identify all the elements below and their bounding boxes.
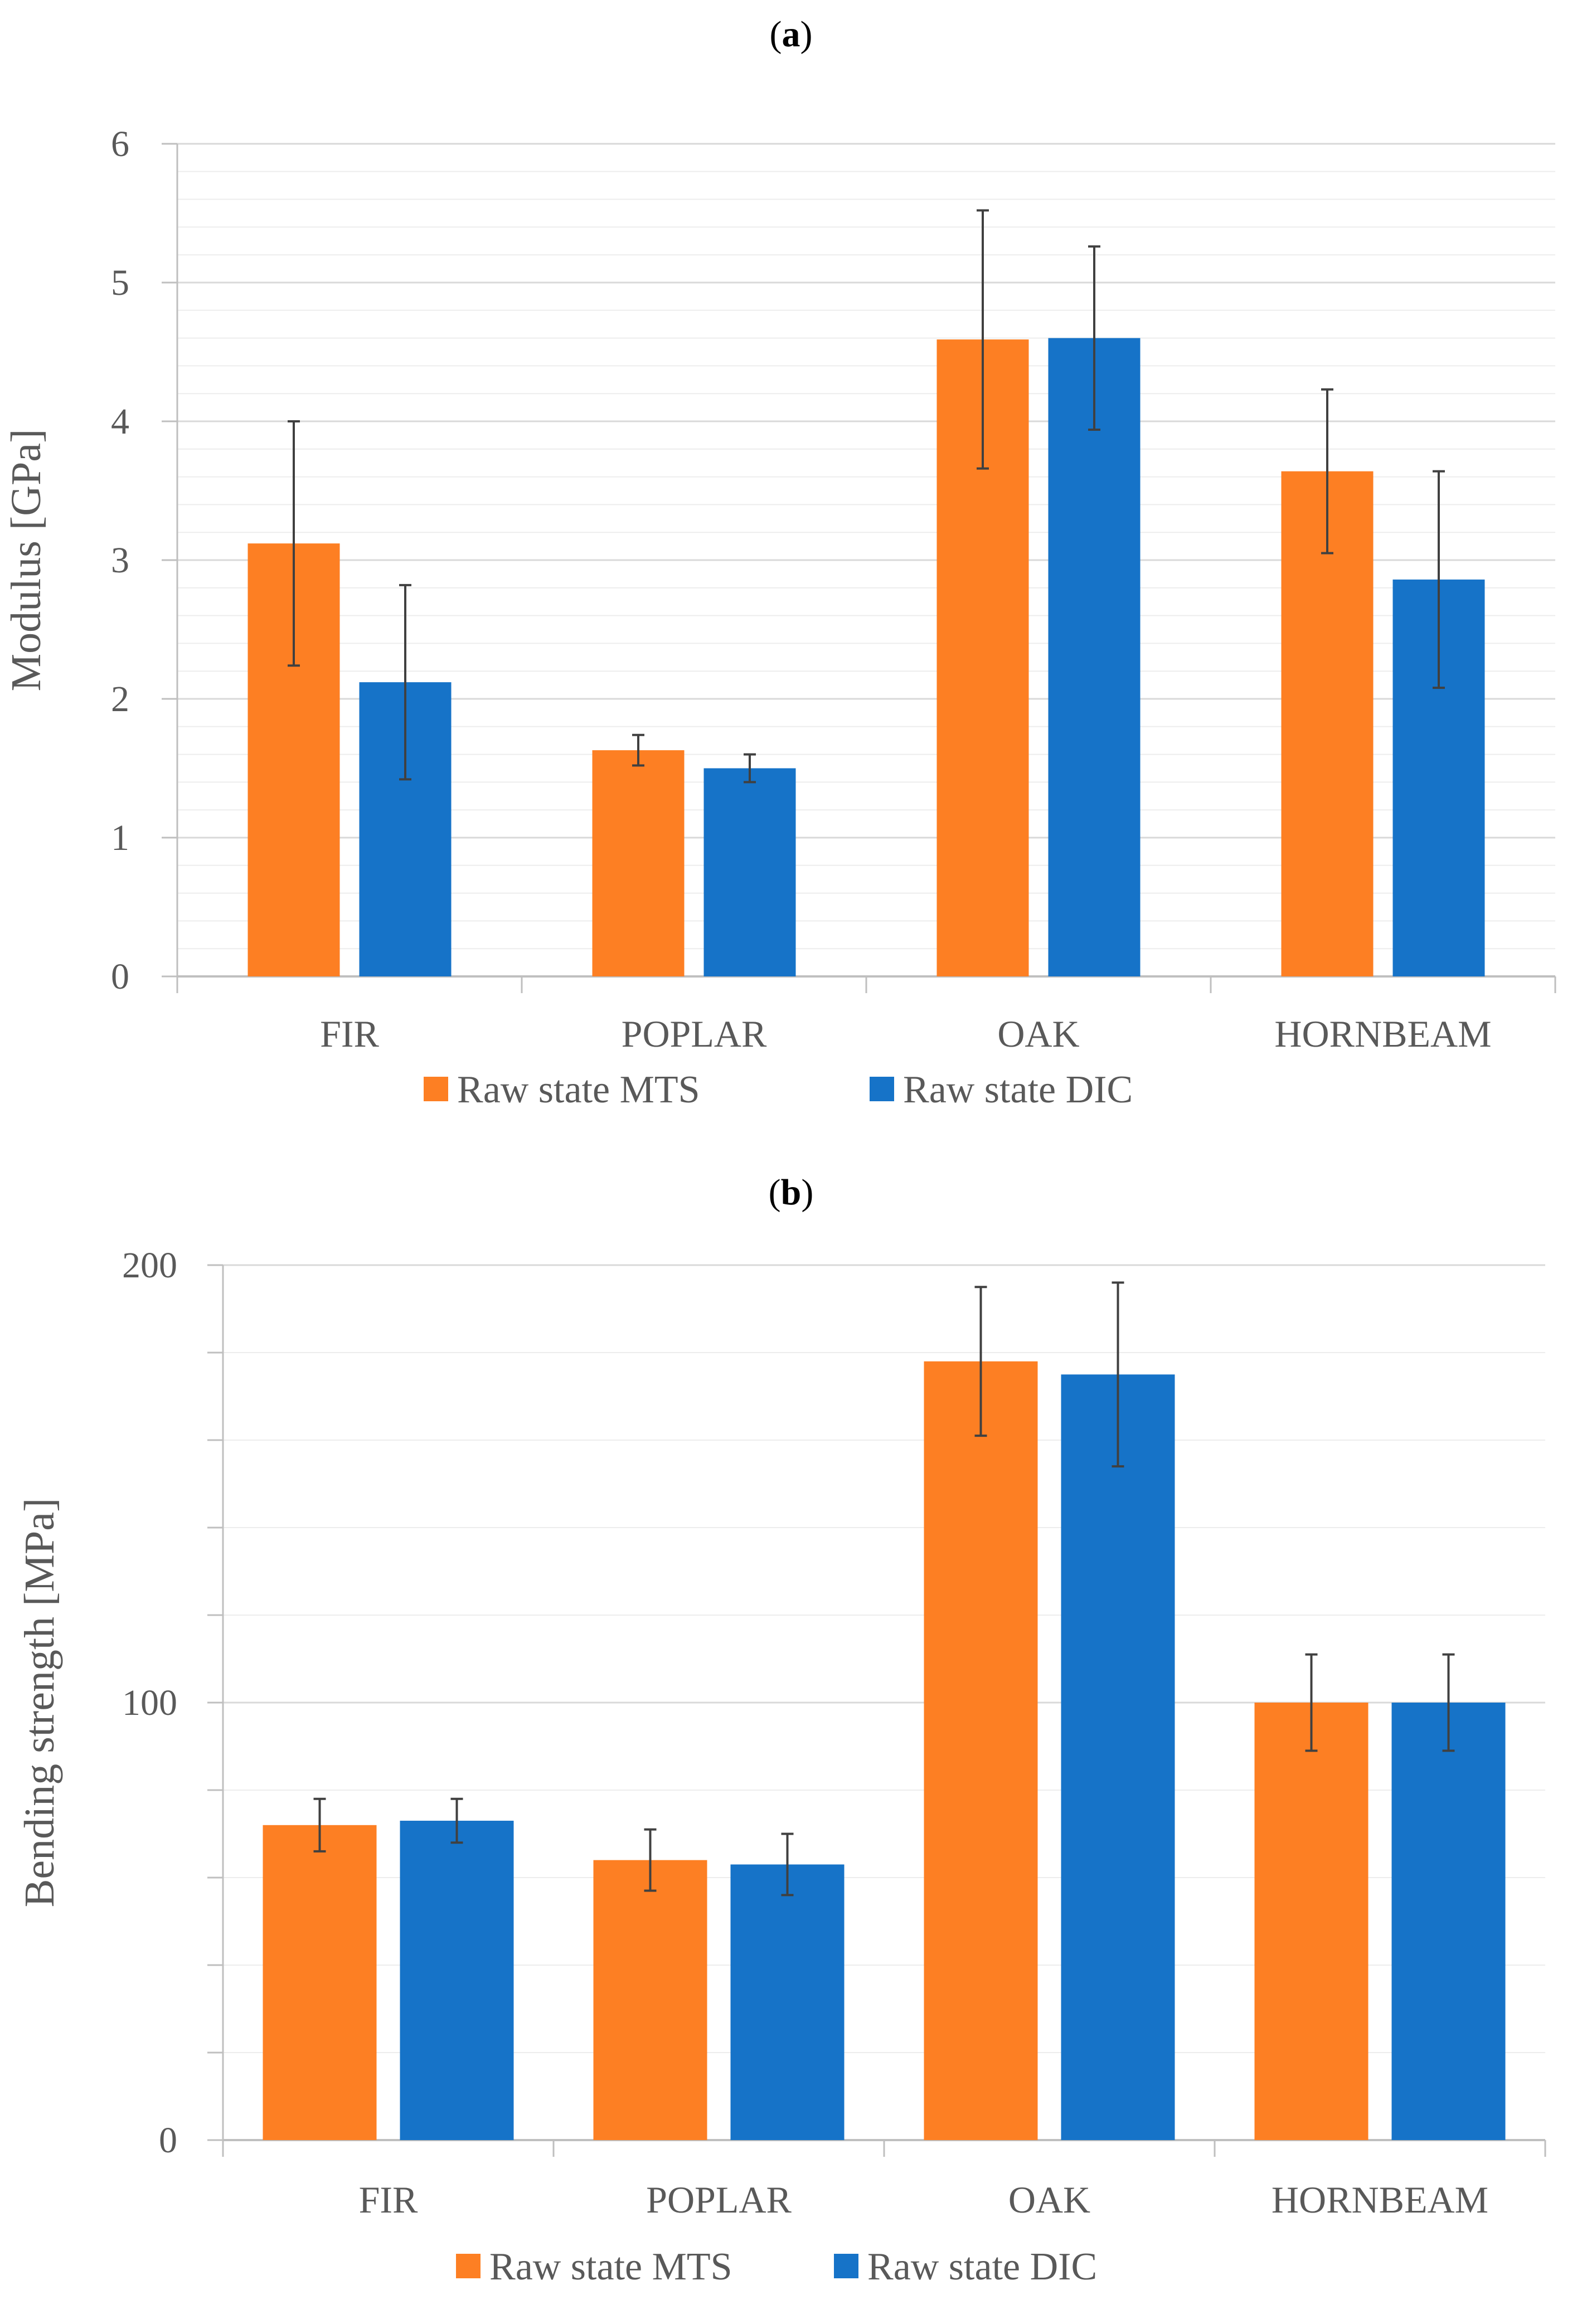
panel-label-a: (a)	[0, 13, 1582, 56]
x-category-label: POPLAR	[622, 1013, 767, 1055]
y-tick-label: 3	[111, 540, 129, 581]
bar-dic-poplar	[730, 1864, 845, 2140]
y-tick-label: 1	[111, 818, 129, 858]
bar-dic-hornbeam	[1391, 1703, 1506, 2140]
y-tick-label: 200	[122, 1245, 177, 1286]
legend-label-dic: Raw state DIC	[903, 1068, 1133, 1111]
bar-dic-fir	[400, 1820, 514, 2140]
bar-mts-oak	[924, 1361, 1038, 2140]
bar-mts-hornbeam	[1254, 1703, 1369, 2140]
modulus-bar-chart: 0 1 2 3 4 5 6 Modulus [GPa] FIR POPLAR OAK HORNBEAM…	[3, 124, 1556, 1111]
paren-open: (	[769, 14, 782, 55]
legend-label-dic: Raw state DIC	[867, 2245, 1097, 2288]
panel-label-b: (b)	[0, 1171, 1582, 1214]
y-axis-label: Bending strength [MPa]	[16, 1498, 63, 1908]
y-tick-label: 2	[111, 679, 129, 719]
bar-mts-poplar	[592, 750, 685, 976]
x-category-label: OAK	[1008, 2179, 1090, 2221]
y-tick-label: 100	[122, 1683, 177, 1723]
x-category-label: FIR	[320, 1013, 379, 1055]
y-tick-label: 5	[111, 262, 129, 303]
legend-label-mts: Raw state MTS	[489, 2245, 732, 2288]
y-tick-label: 0	[111, 956, 129, 997]
legend-swatch-mts	[424, 1077, 448, 1101]
panel-letter: a	[782, 14, 800, 55]
y-tick-label: 4	[111, 401, 129, 442]
x-category-label: HORNBEAM	[1274, 1013, 1491, 1055]
legend-label-mts: Raw state MTS	[457, 1068, 700, 1111]
paren-close: )	[801, 1172, 814, 1213]
legend-swatch-mts	[456, 2254, 481, 2278]
panel-letter: b	[780, 1172, 802, 1213]
bar-mts-fir	[263, 1825, 377, 2140]
x-category-label: HORNBEAM	[1272, 2179, 1488, 2221]
y-axis-label: Modulus [GPa]	[3, 429, 50, 692]
bar-dic-oak	[1048, 338, 1141, 976]
bar-dic-oak	[1061, 1374, 1175, 2140]
legend-swatch-dic	[834, 2254, 858, 2278]
x-category-label: POPLAR	[646, 2179, 792, 2221]
x-category-label: OAK	[997, 1013, 1079, 1055]
legend-swatch-dic	[870, 1077, 894, 1101]
x-category-label: FIR	[359, 2179, 418, 2221]
bar-mts-poplar	[593, 1860, 707, 2140]
bar-dic-poplar	[703, 768, 796, 976]
paren-close: )	[800, 14, 813, 55]
paren-open: (	[768, 1172, 781, 1213]
y-tick-label: 6	[111, 124, 129, 164]
y-tick-label: 0	[159, 2120, 177, 2161]
bar-mts-hornbeam	[1281, 471, 1374, 976]
